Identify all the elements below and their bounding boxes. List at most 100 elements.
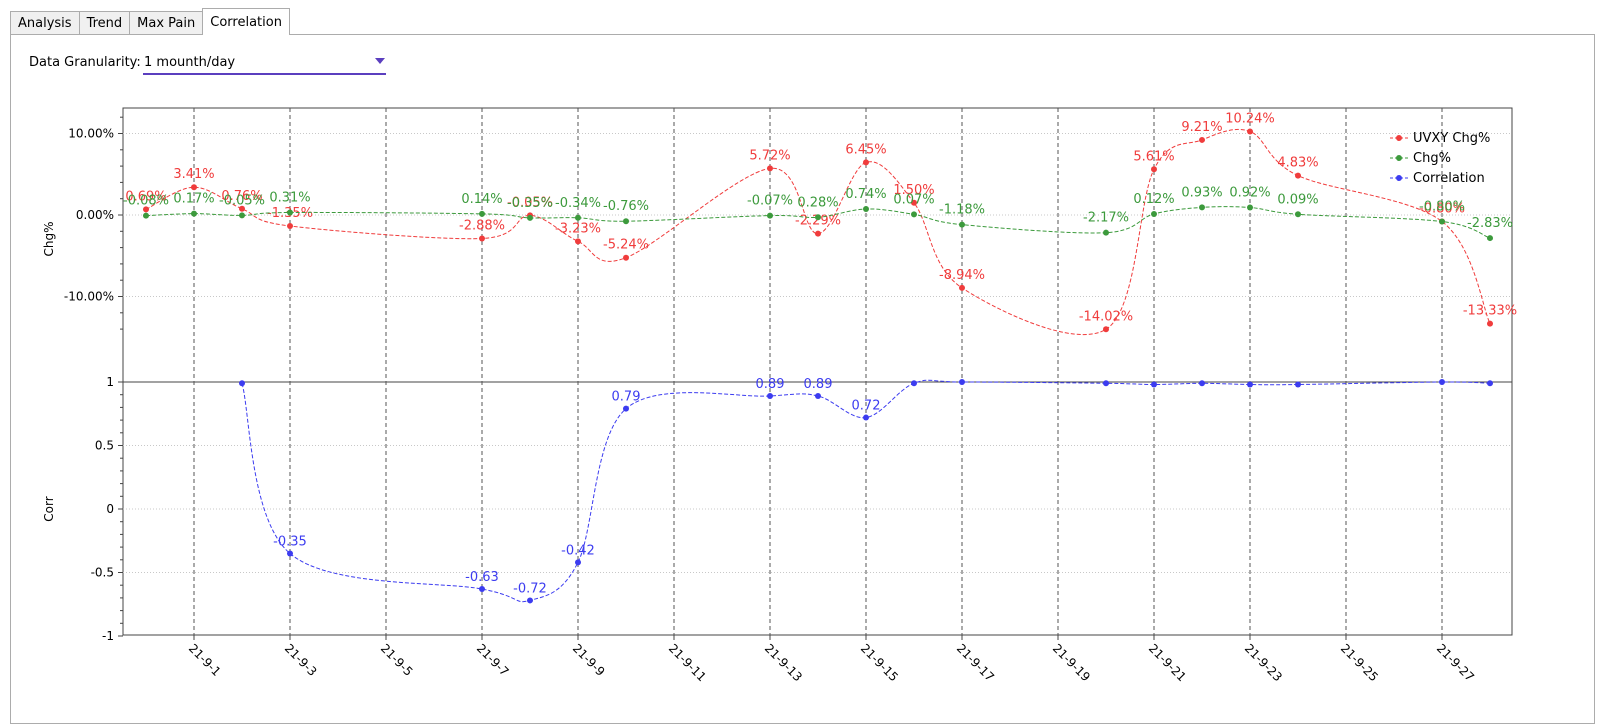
chg-data-label: -0.08% [123, 194, 169, 209]
correlation-point [1295, 381, 1301, 388]
correlation-point [1439, 379, 1445, 385]
chg-point [191, 210, 197, 217]
granularity-dropdown[interactable]: 1 mounth/day [143, 53, 386, 75]
y-tick-label: 0.00% [76, 208, 114, 222]
tab-max-pain[interactable]: Max Pain [129, 11, 204, 35]
chg-data-label: 0.28% [797, 195, 838, 210]
correlation-point [479, 586, 485, 593]
chg-point [815, 214, 821, 221]
y-tick-label: 0.5 [95, 439, 114, 453]
uvxy-chg-point [1487, 320, 1493, 327]
correlation-data-label: -0.42 [561, 543, 595, 558]
correlation-data-label: -0.63 [465, 570, 499, 585]
uvxy-chg-point [287, 223, 293, 230]
uvxy-chg-data-label: -0.80% [1419, 202, 1465, 217]
uvxy-chg-point [1247, 128, 1253, 135]
plot-frame [122, 107, 1513, 636]
legend-swatch-marker [1396, 175, 1402, 181]
chg-data-label: -0.76% [603, 199, 649, 214]
uvxy-chg-data-label: -8.94% [939, 268, 985, 283]
y-tick-label: -0.5 [91, 566, 114, 580]
chg-data-label: -0.07% [747, 194, 793, 209]
x-tick-label: 21-9-21 [1146, 641, 1189, 684]
x-tick-label: 21-9-15 [858, 641, 901, 684]
uvxy-chg-point [959, 284, 965, 291]
uvxy-chg-data-label: 9.21% [1181, 120, 1222, 135]
chg-data-label: -0.80% [1419, 200, 1465, 215]
tab-analysis[interactable]: Analysis [10, 11, 80, 35]
chg-point [1103, 229, 1109, 236]
correlation-point [815, 392, 821, 399]
correlation-point [1151, 381, 1157, 388]
uvxy-chg-data-label: -14.02% [1079, 309, 1133, 324]
chg-data-label: -0.34% [555, 196, 601, 211]
chg-data-label: -2.17% [1083, 211, 1129, 226]
legend-entry: UVXY Chg% [1413, 131, 1490, 146]
chg-data-label: 0.74% [845, 187, 886, 202]
correlation-point [863, 414, 869, 421]
chg-point [575, 214, 581, 221]
x-tick-label: 21-9-9 [570, 641, 608, 679]
correlation-point [1103, 380, 1109, 387]
uvxy-chg-point [575, 238, 581, 245]
chg-data-label: -1.18% [939, 203, 985, 218]
y-axis-title-chg: Chg% [42, 221, 56, 256]
tab-correlation[interactable]: Correlation [202, 8, 290, 35]
correlation-point [1487, 380, 1493, 387]
correlation-point [287, 550, 293, 557]
uvxy-chg-point [479, 235, 485, 242]
uvxy-chg-point [815, 230, 821, 237]
uvxy-chg-data-label: -13.33% [1463, 304, 1517, 319]
chg-data-label: 0.07% [893, 192, 934, 207]
correlation-point [1247, 381, 1253, 388]
legend-swatch-marker [1396, 155, 1402, 161]
correlation-point [623, 405, 629, 412]
correlation-point [911, 380, 917, 387]
x-tick-label: 21-9-23 [1242, 641, 1285, 684]
chg-point [911, 211, 917, 218]
y-axis-title-corr: Corr [42, 496, 56, 521]
correlation-point [959, 379, 965, 385]
chg-data-label: 0.93% [1181, 185, 1222, 200]
correlation-point [239, 380, 245, 387]
x-tick-label: 21-9-3 [282, 641, 320, 679]
tab-bar: Analysis Trend Max Pain Correlation [10, 8, 290, 35]
uvxy-chg-point [143, 206, 149, 213]
chg-data-label: 0.09% [1277, 192, 1318, 207]
uvxy-chg-data-label: 1.50% [893, 183, 934, 198]
x-tick-label: 21-9-5 [378, 641, 416, 679]
uvxy-chg-data-label: 0.76% [221, 189, 262, 204]
correlation-point [575, 559, 581, 566]
chg-data-label: 0.14% [461, 192, 502, 207]
correlation-point [1199, 380, 1205, 387]
uvxy-chg-data-label: 5.61% [1133, 149, 1174, 164]
uvxy-chg-data-label: 0.69% [125, 189, 166, 204]
uvxy-chg-data-label: -5.24% [603, 238, 649, 253]
correlation-panel [10, 34, 1595, 724]
chg-point [959, 221, 965, 228]
chg-point [239, 212, 245, 219]
correlation-data-label: -0.72 [513, 581, 547, 596]
correlation-data-label: -0.35 [273, 534, 307, 549]
uvxy-chg-point [239, 205, 245, 212]
chg-point [1295, 211, 1301, 218]
x-tick-label: 21-9-11 [666, 641, 709, 684]
uvxy-chg-data-label: -0.05% [507, 195, 553, 210]
x-tick-label: 21-9-17 [954, 641, 997, 684]
uvxy-chg-point [911, 199, 917, 206]
y-tick-label: -1 [102, 629, 114, 643]
tab-trend[interactable]: Trend [78, 11, 131, 35]
uvxy-chg-point [623, 254, 629, 261]
chg-point [1247, 204, 1253, 211]
chg-data-label: -0.05% [219, 193, 265, 208]
y-tick-label: 0 [106, 502, 114, 516]
uvxy-chg-point [1199, 136, 1205, 143]
chg-data-label: -2.83% [1467, 216, 1513, 231]
chg-point [287, 209, 293, 216]
uvxy-chg-point [1295, 172, 1301, 179]
correlation-point [527, 597, 533, 604]
x-tick-label: 21-9-25 [1338, 641, 1381, 684]
chevron-down-icon[interactable] [375, 58, 385, 64]
chg-point [767, 212, 773, 219]
uvxy-chg-point [191, 184, 197, 191]
